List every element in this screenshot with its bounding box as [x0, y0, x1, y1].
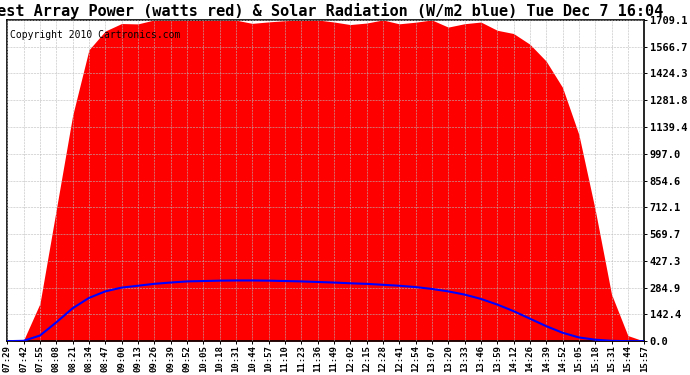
Title: West Array Power (watts red) & Solar Radiation (W/m2 blue) Tue Dec 7 16:04: West Array Power (watts red) & Solar Rad…: [0, 3, 663, 19]
Text: Copyright 2010 Cartronics.com: Copyright 2010 Cartronics.com: [10, 30, 181, 40]
